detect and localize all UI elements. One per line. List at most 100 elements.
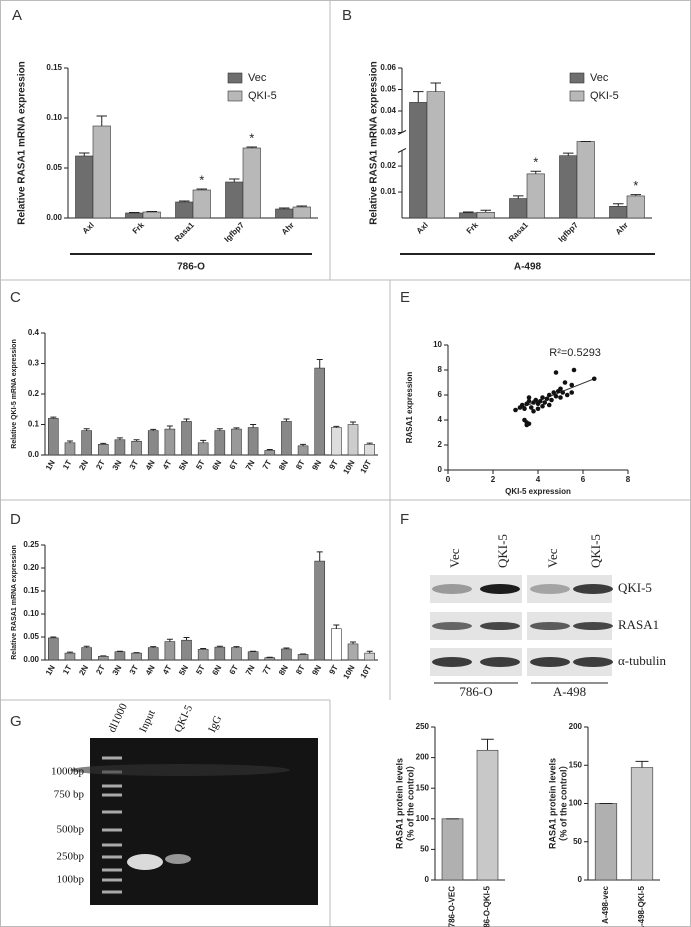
blot-lane-label: Vec xyxy=(447,548,462,568)
x-tick-label: 4 xyxy=(536,475,541,484)
marker-label: 1000bp xyxy=(51,766,85,778)
legend-swatch xyxy=(227,72,243,84)
y-tick-label: 0.01 xyxy=(380,187,396,196)
bar xyxy=(364,444,375,456)
error-bar xyxy=(333,425,340,428)
x-tick-label: 5N xyxy=(177,663,190,677)
error-bar xyxy=(83,645,90,648)
blot-band xyxy=(432,657,472,667)
error-bar xyxy=(481,738,494,751)
bar xyxy=(314,560,326,661)
bar xyxy=(526,173,545,219)
error-bar xyxy=(630,194,641,196)
x-tick-label: 4T xyxy=(161,663,174,676)
x-tick-label: 786-O-VEC xyxy=(448,886,457,927)
x-tick-label: 2N xyxy=(77,663,90,677)
error-bar xyxy=(279,207,290,209)
error-bar xyxy=(50,636,57,638)
bar xyxy=(314,367,326,456)
error-bar xyxy=(133,439,140,442)
x-tick-label: 8 xyxy=(626,475,631,484)
bar xyxy=(125,212,144,219)
x-tick-label: 2 xyxy=(491,475,496,484)
bar xyxy=(197,442,209,456)
significance-mark: * xyxy=(249,130,254,145)
scatter-point xyxy=(549,397,554,403)
error-bar xyxy=(350,421,357,425)
error-bar xyxy=(200,648,207,650)
bar xyxy=(476,749,499,881)
y-tick-label: 50 xyxy=(573,837,582,846)
bar xyxy=(459,212,478,219)
x-tick-label: 8N xyxy=(277,458,290,472)
error-bar xyxy=(183,418,190,422)
error-bar xyxy=(79,152,90,156)
bar xyxy=(214,430,226,456)
x-tick-label: 8T xyxy=(294,663,307,676)
error-bar xyxy=(116,437,123,440)
y-axis-label: RASA1 expression xyxy=(405,372,414,444)
error-bar xyxy=(613,203,624,207)
x-tick-label: 6T xyxy=(228,663,241,676)
x-tick-label: 10T xyxy=(359,458,374,475)
annotation: R²=0.5293 xyxy=(549,347,601,359)
y-tick-label: 150 xyxy=(416,783,430,792)
bar xyxy=(275,208,294,219)
ladder-band xyxy=(102,793,122,797)
panel-letter: E xyxy=(400,289,410,306)
scatter-point xyxy=(569,382,575,388)
bar xyxy=(347,424,359,456)
bar xyxy=(214,646,226,661)
bar xyxy=(441,818,464,881)
error-bar xyxy=(250,424,257,428)
bar xyxy=(142,211,161,219)
x-tick-label: 7N xyxy=(244,663,257,677)
x-tick-label: Igfbp7 xyxy=(223,220,247,244)
gel-band xyxy=(127,854,163,870)
blot-row-label: QKI-5 xyxy=(618,580,652,595)
blot-row-label: RASA1 xyxy=(618,617,659,632)
bar xyxy=(281,421,292,456)
x-tick-label: 6T xyxy=(228,458,241,471)
y-tick-label: 0.06 xyxy=(380,63,396,72)
x-tick-label: 2T xyxy=(94,663,107,676)
bar xyxy=(92,125,111,219)
bar xyxy=(81,647,92,661)
error-bar xyxy=(233,646,240,648)
lane-label: IgG xyxy=(206,714,224,735)
x-tick-label: Igfbp7 xyxy=(557,220,581,244)
x-tick-label: A-498-QKI-5 xyxy=(637,885,646,927)
ladder-band xyxy=(102,868,122,872)
y-axis-label: （% of the control） xyxy=(405,761,415,847)
y-axis-label: RASA1 protein levels xyxy=(394,758,404,849)
bar xyxy=(364,652,375,661)
panel-letter: B xyxy=(342,7,352,24)
y-axis-label: （% of the control） xyxy=(558,761,568,847)
ladder-band xyxy=(102,855,122,859)
y-tick-label: 0.4 xyxy=(28,328,40,337)
x-tick-label: 5T xyxy=(194,458,207,471)
scatter-point xyxy=(546,402,552,408)
scatter-point xyxy=(542,400,548,405)
bar xyxy=(48,637,59,661)
x-tick-label: Ahr xyxy=(280,221,296,237)
scatter-point xyxy=(526,398,532,404)
panel-letter: C xyxy=(10,289,21,306)
scatter-point xyxy=(533,397,539,403)
error-bar xyxy=(635,760,649,768)
legend-swatch xyxy=(227,90,243,102)
gel-band xyxy=(165,854,191,864)
x-tick-label: Frk xyxy=(131,220,147,236)
bar xyxy=(97,656,109,661)
panel-letter: F xyxy=(400,511,409,528)
scatter-point xyxy=(564,392,570,398)
y-tick-label: 200 xyxy=(416,753,430,762)
x-tick-label: 3T xyxy=(128,663,141,676)
scatter-point xyxy=(519,402,525,408)
scatter-point xyxy=(535,406,541,412)
error-bar xyxy=(266,449,273,451)
bar xyxy=(81,430,92,456)
scatter-point xyxy=(522,406,527,412)
group-label: 786-O xyxy=(177,262,205,273)
x-tick-label: 9T xyxy=(327,458,340,471)
